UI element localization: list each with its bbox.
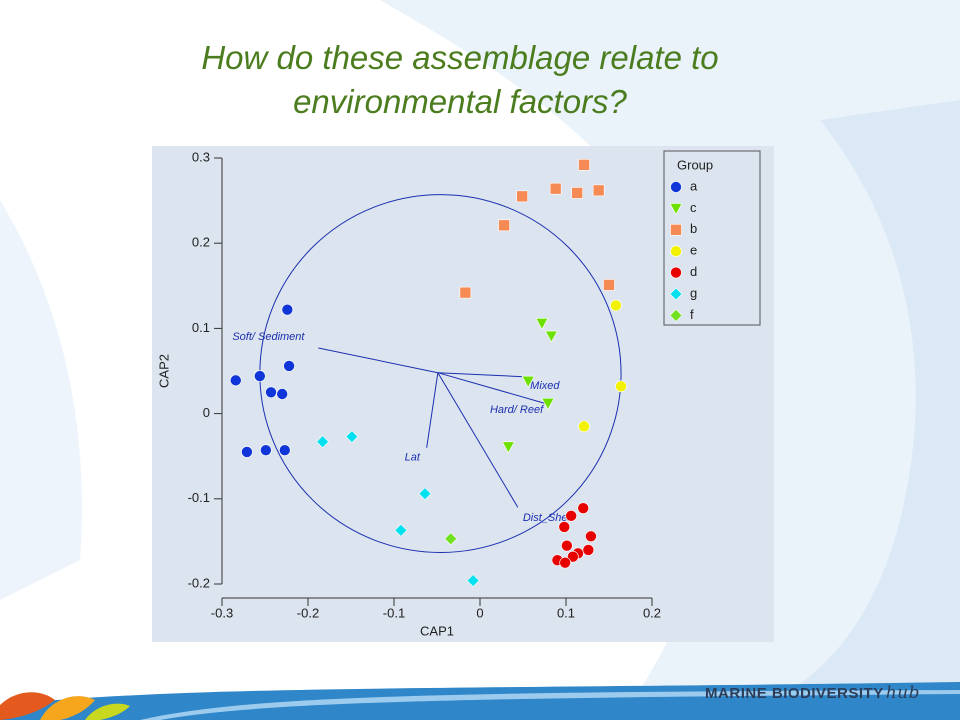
point: [565, 510, 577, 522]
y-tick-label: 0.1: [192, 320, 210, 335]
point: [466, 574, 480, 588]
legend-marker: [670, 245, 682, 257]
point: [444, 532, 458, 546]
point: [567, 550, 579, 563]
point: [544, 330, 558, 343]
point: [498, 219, 510, 232]
x-tick-label: 0: [476, 605, 483, 620]
point: [418, 487, 432, 501]
y-tick-label: -0.2: [188, 575, 210, 590]
logo-suffix: hub: [885, 683, 920, 703]
legend-label: d: [690, 264, 697, 279]
legend-label: a: [690, 178, 698, 193]
point: [254, 370, 266, 382]
x-tick-label: 0.1: [557, 605, 575, 620]
vector-label: Lat: [405, 452, 421, 464]
y-tick-label: 0.2: [192, 235, 210, 250]
legend-marker: [670, 224, 682, 236]
point: [585, 530, 597, 543]
legend-label: f: [690, 307, 694, 322]
point: [229, 374, 242, 387]
point: [578, 159, 590, 171]
point: [535, 317, 549, 330]
vector: [426, 372, 439, 448]
point: [558, 521, 571, 533]
legend-label: b: [690, 221, 697, 236]
vector-label: Mixed: [530, 380, 560, 392]
legend-label: g: [690, 285, 697, 300]
x-tick-label: -0.3: [211, 605, 233, 620]
point: [278, 444, 291, 457]
point: [459, 286, 472, 299]
legend-marker: [669, 308, 683, 322]
y-tick-label: 0.3: [192, 149, 210, 164]
point: [582, 544, 595, 556]
vector: [437, 372, 529, 378]
legend-title: Group: [677, 157, 713, 172]
point: [561, 539, 573, 552]
point: [283, 360, 295, 372]
wave: [140, 690, 960, 720]
point: [541, 398, 555, 411]
x-axis-label: CAP1: [420, 623, 454, 638]
point: [610, 299, 622, 312]
legend-label: c: [690, 200, 697, 215]
petal: [40, 696, 95, 720]
vector: [318, 347, 438, 374]
point: [516, 190, 528, 203]
vector-label: Soft/ Sediment: [232, 331, 305, 343]
point: [501, 441, 515, 454]
legend-marker: [670, 181, 682, 193]
point: [615, 380, 627, 393]
vector: [437, 372, 519, 508]
point: [592, 184, 605, 197]
point: [345, 430, 359, 444]
point: [577, 502, 590, 514]
x-tick-label: -0.1: [383, 605, 405, 620]
logo-text: MARINE BIODIVERSITY: [705, 685, 884, 702]
x-tick-label: 0.2: [643, 605, 661, 620]
legend-marker: [669, 287, 683, 301]
y-tick-label: -0.1: [188, 490, 210, 505]
swirl: [790, 100, 960, 690]
legend-marker: [670, 266, 682, 279]
legend-label: e: [690, 243, 697, 258]
point: [559, 556, 571, 569]
y-tick-label: 0: [203, 405, 210, 420]
point: [316, 435, 330, 449]
swirl: [0, 200, 82, 600]
point: [394, 523, 408, 537]
point: [571, 187, 583, 199]
vector: [437, 372, 549, 405]
point: [281, 303, 294, 316]
petal: [85, 703, 130, 720]
point: [521, 375, 535, 388]
vector-label: Dist_Shelf: [523, 512, 574, 524]
y-axis-label: CAP2: [156, 354, 171, 388]
title: How do these assemblage relate to enviro…: [201, 39, 719, 120]
point: [276, 388, 289, 400]
petal: [0, 692, 55, 720]
point: [578, 420, 590, 433]
point: [241, 446, 253, 458]
vector-label: Hard/ Reef: [490, 404, 544, 416]
point: [549, 182, 562, 195]
point: [265, 386, 277, 399]
point: [260, 444, 272, 457]
swirl: [380, 0, 960, 690]
x-tick-label: -0.2: [297, 605, 319, 620]
logo: MARINE BIODIVERSITY hub: [705, 683, 920, 703]
legend-marker: [669, 203, 683, 216]
point: [603, 279, 615, 291]
